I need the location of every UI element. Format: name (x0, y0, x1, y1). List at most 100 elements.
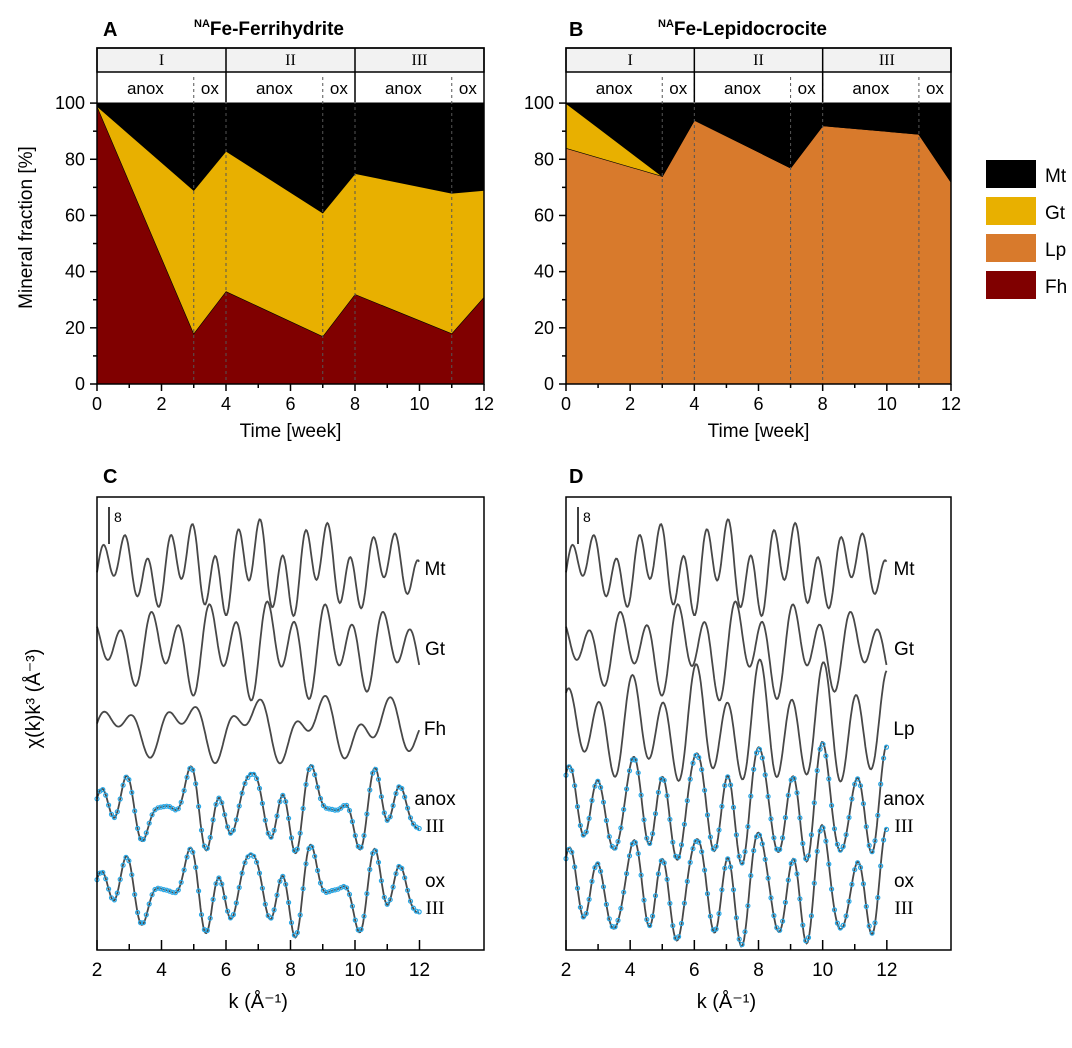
panel-d-trace-anox-iii-fit-point (872, 838, 878, 844)
panel-title-a: NAFe-Ferrihydrite (194, 18, 344, 40)
panel-title-a-superscript: NA (194, 18, 210, 30)
panel-c-trace-ox-iii-fit-point (297, 912, 303, 918)
panel-c-trace-anox-iii-fit-point (297, 830, 303, 836)
panel-c-trace-anox-iii-fit-point (399, 785, 405, 792)
panel-c-trace-ox-iii-fit-point (100, 869, 106, 876)
panel-c-trace-gt-label: Gt (425, 639, 446, 660)
panel-d-trace-anox-iii-fit-point (805, 853, 812, 859)
panel-c-trace-anox-iii-fit-point (120, 782, 126, 788)
panel-c-trace-anox-iii-fit-point (259, 800, 265, 807)
panel-d-trace-ox-iii-fit-point (774, 925, 780, 931)
panel-c-trace-anox-iii-fit-point (381, 810, 387, 816)
legend: Mt Gt Lp Fh (986, 160, 1067, 299)
panel-c-trace-anox-iii-fit-point (248, 771, 254, 778)
panel-d-trace-anox-iii-fit-point (828, 802, 835, 809)
legend-swatch-gt (986, 197, 1036, 225)
panel-c-trace-ox-iii-fit-point (323, 889, 329, 896)
panel-d-trace-anox-iii-fit-point (860, 801, 867, 807)
panel-c-trace-ox-iii-fit-point (393, 871, 399, 877)
legend-label-fh: Fh (1045, 277, 1067, 298)
panel-c-trace-anox-iii-fit-point (373, 766, 379, 773)
panel-d-trace-ox-iii-fit-point (649, 913, 656, 919)
panel-c-trace-ox-iii-fit-point (355, 927, 361, 933)
panel-a-cycle-label: II (285, 52, 296, 69)
panel-c-trace-ox-iii-fit-point (317, 880, 324, 886)
panel-c-trace-anox-iii-fit-point (126, 776, 132, 783)
panel-d-trace-anox-iii-fit-point (652, 811, 659, 817)
panel-b-y-tick-label: 100 (524, 93, 554, 113)
panel-c-trace-anox-iii-fit-point (358, 844, 364, 850)
panel-c-trace-ox-iii-fit-point (413, 908, 419, 914)
panel-a-y-tick-label: 100 (55, 93, 85, 113)
panel-d-trace-anox-iii-fit-point (719, 803, 725, 810)
panel-d-trace-anox-iii-fit-point (635, 770, 641, 776)
panel-d-trace-anox-iii-fit-point (837, 847, 843, 853)
panel-d-trace-ox-iii-fit-point (736, 936, 742, 942)
panel-c-x-tick-label: 8 (285, 960, 296, 981)
panel-c-trace-ox-iii-fit-point (114, 890, 120, 896)
panel-c-trace-anox-iii-fit-point (323, 805, 329, 811)
panel-c-trace-ox-iii-fit-point (169, 889, 176, 895)
panel-d-trace-anox-iii-fit-point (811, 800, 817, 806)
panel-c-trace-ox-iii (96, 843, 420, 939)
panel-d-trace-ox-iii-fit-point (722, 865, 728, 871)
panel-d-trace-anox-iii-fit-point (866, 842, 872, 849)
panel-d-trace-anox-iii-fit-point (762, 772, 768, 778)
panel-c-trace-ox-iii-fit-point (242, 860, 248, 866)
panel-d-x-tick-label: 10 (812, 960, 833, 981)
panel-d-trace-anox-iii-fit-point (701, 787, 708, 793)
panel-c-scale-bar-label: 8 (114, 509, 122, 525)
panel-d-trace-anox-iii-fit-point (583, 829, 589, 835)
panel-c-exafs-spectra: Mt Gt Fh anox III ox III 8 2 4 6 8 10 12 k (Å⁻¹) χ(k)k³… (22, 496, 485, 1013)
panel-d-trace-anox-iii-fit-point (632, 757, 638, 763)
panel-c-trace-ox-iii-fit-point (288, 920, 295, 926)
panel-d-trace-anox-iii-fit-point (586, 815, 592, 822)
panel-c-x-tick-label: 2 (92, 960, 103, 981)
panel-c-trace-anox-iii-fit-point (190, 767, 196, 773)
panel-b-condition-label: ox (926, 79, 944, 98)
panel-c-trace-ox-iii-fit-point (213, 881, 219, 887)
panel-c-trace-anox-iii-fit-point (329, 806, 335, 813)
panel-a-y-tick-label: 40 (65, 262, 85, 282)
panel-d-trace-anox-iii-fit-point (673, 853, 679, 859)
panel-d-trace-ox-iii-fit-point (875, 894, 881, 901)
panel-d-trace-ox-iii-fit-point (727, 864, 734, 870)
panel-c-trace-anox-iii-fit-point (132, 808, 138, 814)
panel-d-trace-ox-iii-fit-point (765, 875, 771, 881)
panel-c-trace-ox-iii-fit-point (190, 849, 196, 855)
panel-a-x-tick-label: 12 (474, 394, 494, 414)
panel-a-condition-label: anox (256, 79, 293, 98)
panel-d-trace-anox-iii-fit-point (589, 797, 595, 804)
panel-d-trace-anox-iii-fit-point (852, 781, 858, 787)
panel-c-trace-anox-iii-fit-point (416, 825, 422, 832)
panel-c-trace-anox-iii-fit-point (114, 809, 120, 815)
panel-d-trace-ox-iii-fit-point (713, 926, 719, 932)
panel-d-trace-anox-iii-fit-point (883, 744, 890, 750)
panel-d-x-tick-label: 6 (689, 960, 700, 981)
panel-d-trace-ox-iii-fit-point (586, 896, 592, 903)
panel-c-trace-anox-iii-fit-point (364, 811, 370, 817)
panel-c-trace-anox-iii-fit-point (254, 775, 260, 782)
panel-c-trace-ox-iii-fit-point (222, 894, 228, 901)
panel-a-area-fh (97, 105, 484, 385)
panel-d-trace-ox-iii-fit-point (794, 871, 800, 877)
panel-c-trace-anox-iii-fit-point (149, 812, 155, 818)
panel-b-y-tick-label: 60 (534, 205, 554, 225)
panel-d-trace-anox-iii-fit-point (869, 849, 875, 855)
panel-a-cycle-label: I (159, 52, 164, 69)
panel-d-trace-ox-iii-fit-point (878, 863, 884, 869)
panel-d-trace-ox-iii-fit-point (592, 864, 598, 871)
panel-c-trace-ox-iii-fit-point (390, 884, 396, 890)
panel-c-trace-anox-iii-fit-point (181, 787, 187, 794)
panel-c-trace-ox-iii-fit-point (291, 932, 297, 938)
panel-d-trace-ox-iii-fit-point (626, 853, 633, 859)
panel-d-trace-ox-iii-fit-point (670, 923, 676, 929)
panel-d-trace-anox-iii-fit-point (751, 766, 757, 772)
panel-c-trace-anox-iii-fit-point (320, 802, 326, 809)
panel-c-trace-ox-iii-fit-point (233, 900, 239, 906)
panel-c-trace-anox-iii-fit-point (129, 789, 135, 796)
panel-d-trace-anox-iii-fit-point (817, 746, 823, 752)
panel-c-trace-anox-iii-fit-point (245, 774, 251, 781)
panel-a-x-axis-title: Time [week] (240, 421, 342, 442)
panel-c-trace-anox-iii-fit-point (164, 803, 170, 809)
